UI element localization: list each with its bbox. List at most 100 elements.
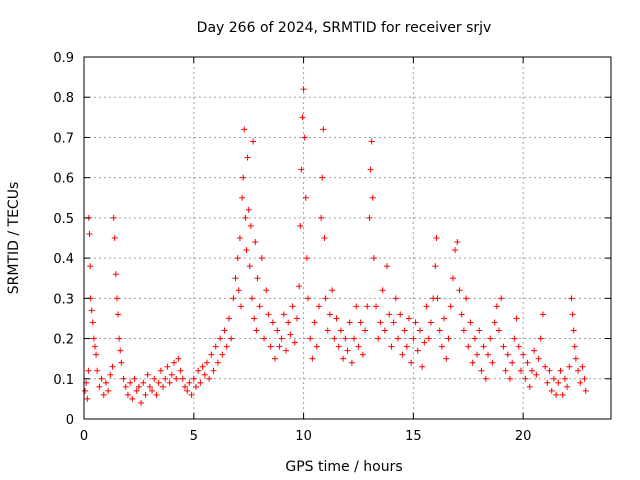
data-point <box>201 371 208 378</box>
data-point <box>102 379 109 386</box>
data-point <box>246 263 253 270</box>
data-point <box>120 375 127 382</box>
data-point <box>340 355 347 362</box>
data-point <box>272 355 279 362</box>
data-point <box>212 343 219 350</box>
data-point <box>368 138 375 145</box>
data-point <box>381 327 388 334</box>
data-point <box>217 335 224 342</box>
data-point <box>511 335 518 342</box>
data-point <box>269 319 276 326</box>
data-point <box>337 327 344 334</box>
data-point <box>127 379 134 386</box>
data-point <box>115 311 122 318</box>
data-point <box>296 283 303 290</box>
data-point <box>313 343 320 350</box>
data-point <box>254 275 261 282</box>
data-point <box>142 391 149 398</box>
data-point <box>533 371 540 378</box>
data-point <box>469 359 476 366</box>
data-point <box>397 311 404 318</box>
data-point <box>405 315 412 322</box>
data-point <box>487 335 494 342</box>
data-point <box>367 166 374 173</box>
data-point <box>379 287 386 294</box>
axis-ticks <box>83 56 611 420</box>
data-point <box>293 315 300 322</box>
data-point <box>357 319 364 326</box>
chart-title: Day 266 of 2024, SRMTID for receiver srj… <box>197 20 492 36</box>
data-point <box>333 315 340 322</box>
data-point <box>375 335 382 342</box>
data-point <box>297 222 304 229</box>
data-point <box>190 375 197 382</box>
data-point <box>166 379 173 386</box>
data-point <box>168 371 175 378</box>
data-point <box>401 327 408 334</box>
data-point <box>107 371 114 378</box>
data-point <box>186 379 193 386</box>
data-point <box>465 343 472 350</box>
data-point <box>85 367 92 374</box>
data-point <box>256 303 263 310</box>
data-point <box>452 247 459 254</box>
data-point <box>86 230 93 237</box>
x-tick-label: 0 <box>80 429 88 444</box>
data-point <box>359 351 366 358</box>
data-point <box>90 335 97 342</box>
data-point <box>544 379 551 386</box>
data-point <box>244 154 251 161</box>
data-point <box>280 311 287 318</box>
data-point <box>299 114 306 121</box>
data-point <box>362 327 369 334</box>
data-point <box>331 335 338 342</box>
data-point <box>182 383 189 390</box>
data-point <box>509 359 516 366</box>
data-point <box>399 351 406 358</box>
data-point <box>89 319 96 326</box>
data-point <box>184 387 191 394</box>
data-point <box>410 335 417 342</box>
data-point <box>303 255 310 262</box>
data-point <box>474 351 481 358</box>
data-point <box>285 319 292 326</box>
data-point <box>482 375 489 382</box>
data-point <box>351 335 358 342</box>
data-point <box>504 351 511 358</box>
data-point <box>496 327 503 334</box>
data-point <box>228 335 235 342</box>
data-point <box>447 303 454 310</box>
data-point <box>238 303 245 310</box>
data-point <box>241 126 248 133</box>
data-point <box>267 343 274 350</box>
data-point <box>311 319 318 326</box>
data-point <box>539 311 546 318</box>
data-point <box>225 315 232 322</box>
data-point <box>478 367 485 374</box>
data-point <box>502 367 509 374</box>
data-point <box>322 295 329 302</box>
data-point <box>160 383 167 390</box>
data-point <box>370 255 377 262</box>
data-point <box>239 194 246 201</box>
data-point <box>210 367 217 374</box>
data-point <box>203 359 210 366</box>
data-point <box>553 391 560 398</box>
data-point <box>572 355 579 362</box>
data-point <box>82 387 89 394</box>
data-point <box>171 359 178 366</box>
data-point <box>133 387 140 394</box>
data-point <box>253 327 260 334</box>
data-point <box>326 311 333 318</box>
data-point <box>342 335 349 342</box>
data-point <box>164 363 171 370</box>
data-point <box>528 367 535 374</box>
x-tick-label: 15 <box>405 429 422 444</box>
data-point <box>498 295 505 302</box>
data-point <box>571 343 578 350</box>
data-point <box>434 295 441 302</box>
data-point <box>265 311 272 318</box>
data-point <box>94 367 101 374</box>
data-point <box>223 343 230 350</box>
data-point <box>87 263 94 270</box>
